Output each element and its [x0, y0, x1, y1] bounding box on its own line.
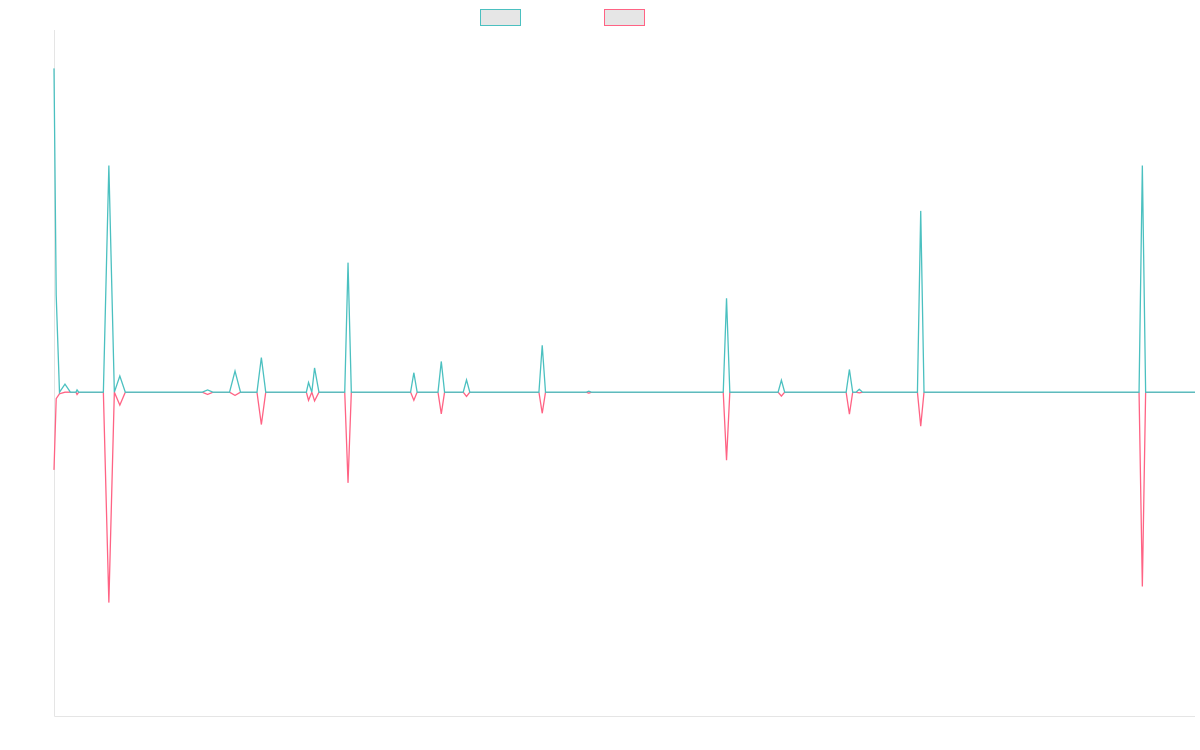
- legend: [480, 9, 645, 26]
- series-1-line[interactable]: [53, 68, 1195, 395]
- series-2-line[interactable]: [53, 390, 1195, 603]
- legend-swatch-series-1[interactable]: [480, 9, 521, 26]
- legend-swatch-series-2[interactable]: [604, 9, 645, 26]
- axes: [54, 30, 1195, 717]
- series-layer: [53, 68, 1195, 603]
